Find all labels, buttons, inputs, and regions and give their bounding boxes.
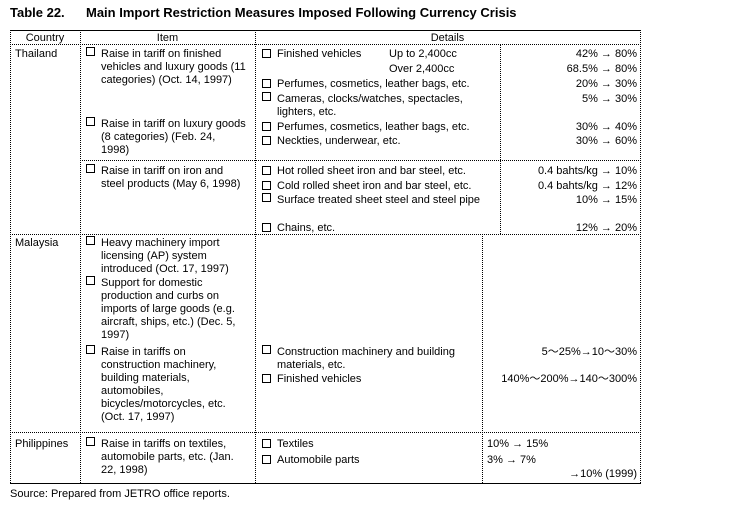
checkbox-icon <box>262 193 271 202</box>
thailand-divider <box>80 160 641 161</box>
list-item: Raise in tariff on iron and steel produc… <box>86 164 246 191</box>
list-item: Support for domestic production and curb… <box>86 276 246 342</box>
list-item: Raise in tariff on luxury goods (8 categ… <box>86 117 246 157</box>
detail-finished-vehicles: Finished vehicles <box>262 48 361 61</box>
checkbox-icon <box>86 47 95 56</box>
checkbox-icon <box>86 164 95 173</box>
checkbox-icon <box>262 438 271 448</box>
detail-textiles: Textiles <box>262 438 314 451</box>
value-cell: 68.5% → 80% <box>566 63 637 75</box>
item-text: Heavy machinery import licensing (AP) sy… <box>101 237 229 275</box>
checkbox-icon <box>86 345 95 354</box>
value-cell: 12% → 20% <box>575 222 637 234</box>
detail-cold-rolled: Cold rolled sheet iron and bar steel, et… <box>262 180 471 193</box>
checkbox-icon <box>262 222 271 232</box>
detail-cameras: Cameras, clocks/watches, spectacles, lig… <box>262 92 494 119</box>
table-number: Table 22. <box>10 5 65 20</box>
value-cell: 42% → 80% <box>575 48 637 60</box>
value-cell: 30% → 40% <box>575 121 637 133</box>
detail-hot-rolled: Hot rolled sheet iron and bar steel, etc… <box>262 165 466 178</box>
left-border <box>10 30 11 483</box>
detail-automobile-parts: Automobile parts <box>262 454 360 467</box>
detail-perfumes: Perfumes, cosmetics, leather bags, etc. <box>262 78 470 91</box>
right-border <box>640 30 641 483</box>
list-item: Raise in tariff on finished vehicles and… <box>86 47 246 87</box>
detail-neckties: Neckties, underwear, etc. <box>262 135 401 148</box>
checkbox-icon <box>262 92 271 101</box>
checkbox-icon <box>86 437 95 446</box>
checkbox-icon <box>262 48 271 58</box>
checkbox-icon <box>262 345 271 354</box>
country-thailand: Thailand <box>15 48 58 60</box>
country-malaysia: Malaysia <box>15 237 59 249</box>
detail-over-2400cc: Over 2,400cc <box>389 63 455 75</box>
value-cell: 10% → 15% <box>575 194 637 206</box>
header-details: Details <box>430 32 465 44</box>
value-cell: 0.4 bahts/kg → 10% <box>537 165 637 177</box>
checkbox-icon <box>86 236 95 245</box>
value-cell: 5～25%→10～30% <box>541 346 637 358</box>
value-cell: 0.4 bahts/kg → 12% <box>537 180 637 192</box>
detail-finished-vehicles-my: Finished vehicles <box>262 373 361 386</box>
source-note: Source: Prepared from JETRO office repor… <box>10 488 230 500</box>
item-text: Raise in tariff on finished vehicles and… <box>101 48 246 86</box>
detail-chains: Chains, etc. <box>262 222 335 235</box>
detail-perfumes-2: Perfumes, cosmetics, leather bags, etc. <box>262 121 470 134</box>
checkbox-icon <box>262 121 271 131</box>
checkbox-icon <box>86 276 95 285</box>
detail-surface-treated: Surface treated sheet steel and steel pi… <box>262 193 494 207</box>
list-item: Raise in tariffs on textiles, automobile… <box>86 437 246 477</box>
checkbox-icon <box>262 165 271 175</box>
header-country: Country <box>25 32 65 44</box>
item-details-separator <box>255 30 256 483</box>
detail-construction-machinery: Construction machinery and building mate… <box>262 345 477 372</box>
value-cell: 30% → 60% <box>575 135 637 147</box>
header-item: Item <box>156 32 179 44</box>
value-cell: →10% (1999) <box>569 468 637 480</box>
table-bottom-rule <box>10 483 641 484</box>
country-philippines: Philippines <box>15 438 69 450</box>
list-item: Heavy machinery import licensing (AP) sy… <box>86 236 246 276</box>
checkbox-icon <box>262 454 271 464</box>
list-item: Raise in tariffs on construction machine… <box>86 345 246 424</box>
checkbox-icon <box>262 78 271 88</box>
value-cell: 3% → 7% <box>487 454 536 466</box>
checkbox-icon <box>262 373 271 383</box>
country-item-separator <box>80 30 81 483</box>
thailand-value-separator <box>500 44 501 234</box>
malaysia-rule <box>10 234 641 235</box>
item-text: Raise in tariff on luxury goods (8 categ… <box>101 118 246 156</box>
checkbox-icon <box>262 180 271 190</box>
philippines-rule <box>10 432 641 433</box>
item-text: Support for domestic production and curb… <box>101 277 236 341</box>
table-title: Table 22. Main Import Restriction Measure… <box>10 5 517 20</box>
item-text: Raise in tariff on iron and steel produc… <box>101 165 241 190</box>
value-cell: 20% → 30% <box>575 78 637 90</box>
value-cell: 10% → 15% <box>487 438 549 450</box>
value-cell: 140%～200%→140～300% <box>501 373 637 385</box>
checkbox-icon <box>262 135 271 145</box>
header-rule <box>10 44 641 45</box>
detail-up-to-2400cc: Up to 2,400cc <box>389 48 457 60</box>
item-text: Raise in tariffs on textiles, automobile… <box>101 438 234 476</box>
value-separator-lower <box>482 234 483 483</box>
item-text: Raise in tariffs on construction machine… <box>101 346 226 423</box>
table-top-rule <box>10 30 641 31</box>
value-cell: 5% → 30% <box>581 93 637 105</box>
checkbox-icon <box>86 117 95 126</box>
table-title-text: Main Import Restriction Measures Imposed… <box>86 5 517 20</box>
